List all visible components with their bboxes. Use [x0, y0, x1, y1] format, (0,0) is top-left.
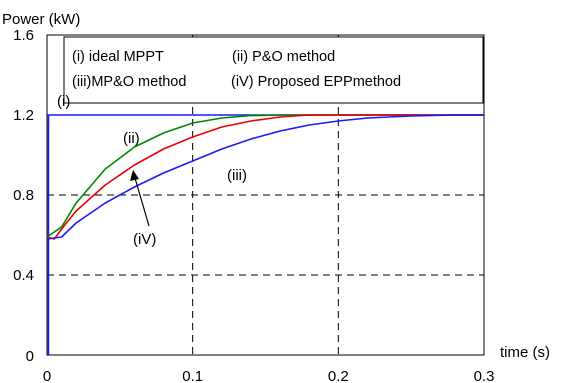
- x-axis-label: time (s): [500, 344, 550, 361]
- tick-labels: 0 0.1 0.2 0.3 0 0.4 0.8 1.2 1.6: [13, 27, 494, 383]
- y-tick-label-4: 1.6: [13, 27, 34, 44]
- x-tick-label-3: 0.3: [474, 368, 495, 383]
- legend-entry-po-method: (ii) P&O method: [232, 49, 335, 65]
- y-axis-label: Power (kW): [2, 11, 80, 28]
- series-annotation-iii: (iii): [227, 167, 247, 184]
- y-tick-label-0: 0: [26, 348, 34, 365]
- legend: (i) ideal MPPT (ii) P&O method (iii)MP&O…: [63, 36, 484, 104]
- x-tick-label-0: 0: [43, 368, 51, 383]
- y-tick-label-3: 1.2: [13, 107, 34, 124]
- series-annotation-iv: (iV): [133, 231, 156, 248]
- series-line-proposed-epp: [46, 114, 484, 240]
- legend-box: [63, 36, 484, 104]
- legend-entry-mpo-method: (iii)MP&O method: [72, 74, 186, 90]
- plot-frame: [46, 34, 485, 356]
- legend-entry-proposed-epp: (iV) Proposed EPPmethod: [231, 74, 401, 90]
- y-tick-label-1: 0.4: [13, 267, 34, 284]
- series-line-po-method: [46, 114, 484, 238]
- series-line-mpo-method: [46, 114, 484, 240]
- series-annotation-ii: (ii): [123, 130, 140, 147]
- series-annotation-i: (i): [57, 93, 70, 110]
- x-tick-label-2: 0.2: [328, 368, 349, 383]
- legend-entry-ideal-mppt: (i) ideal MPPT: [72, 49, 164, 65]
- y-tick-label-2: 0.8: [13, 187, 34, 204]
- x-tick-label-1: 0.1: [182, 368, 203, 383]
- series-lines: [46, 114, 484, 356]
- annotation-arrow: [130, 170, 150, 227]
- series-line-ideal-mppt: [47, 114, 484, 356]
